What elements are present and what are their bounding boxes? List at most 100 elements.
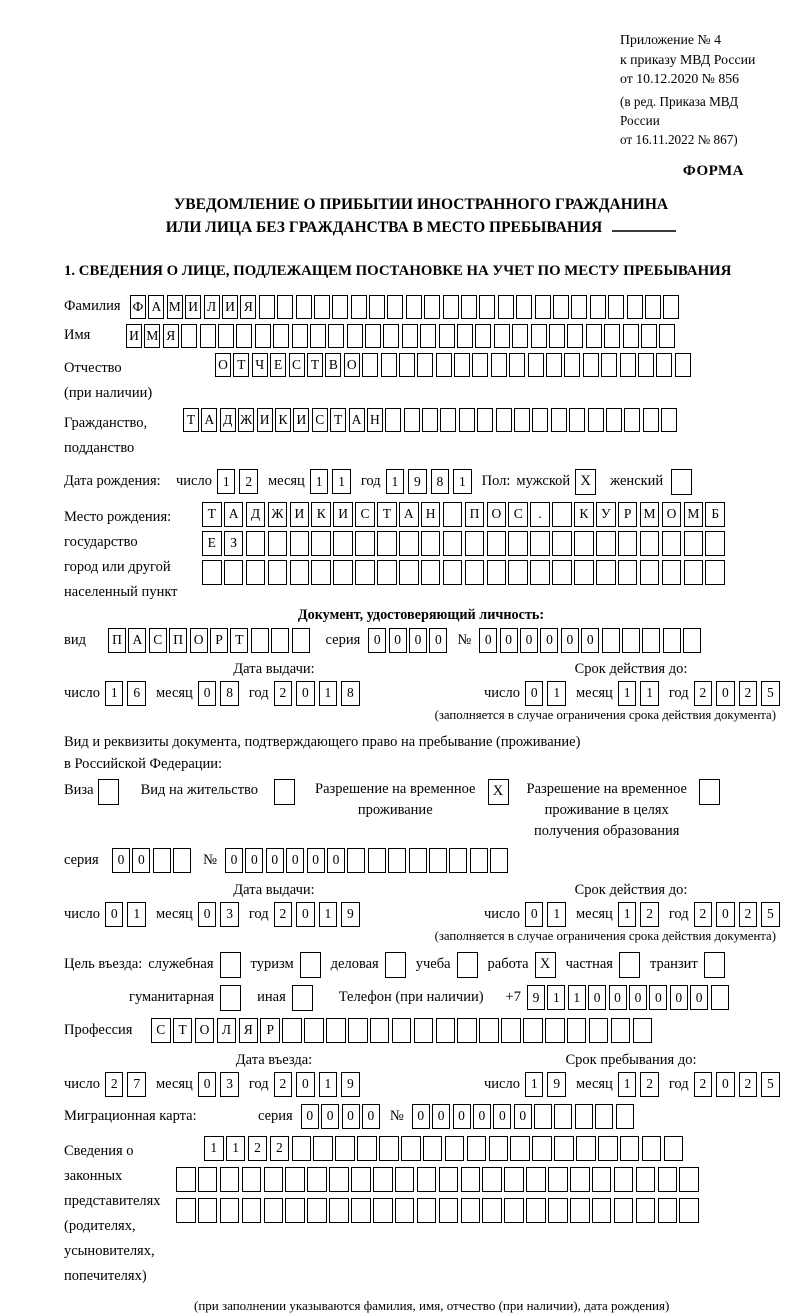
char-cell[interactable] [514,407,531,432]
char-cell[interactable] [464,559,485,585]
char-cell[interactable]: 9 [341,1071,360,1097]
char-cell[interactable] [176,1166,196,1192]
char-cell[interactable] [388,847,407,873]
char-cell[interactable] [460,1197,481,1223]
char-cell[interactable] [285,1197,305,1223]
char-cell[interactable]: 0 [608,985,627,1010]
char-cell[interactable]: Т [230,627,249,653]
char-cell[interactable]: 9 [526,985,545,1010]
char-cell[interactable]: 0 [197,680,217,706]
char-cell[interactable] [241,1166,262,1192]
char-cell[interactable] [408,847,427,873]
char-cell[interactable] [486,559,507,585]
char-cell[interactable]: О [215,352,231,377]
char-cell[interactable] [683,627,702,653]
char-cell[interactable]: С [288,352,305,377]
char-cell[interactable]: 0 [524,680,544,706]
char-cell[interactable]: И [293,407,310,432]
purpose-official-checkbox[interactable] [219,951,241,978]
char-cell[interactable] [355,530,375,556]
char-cell[interactable] [598,1135,618,1161]
char-cell[interactable] [683,530,704,556]
char-cell[interactable]: 0 [409,627,428,653]
char-cell[interactable]: Ж [267,501,288,527]
char-cell[interactable] [271,627,290,653]
char-cell[interactable] [362,352,379,377]
purpose-humanitarian-checkbox[interactable] [220,984,242,1011]
char-cell[interactable] [250,627,269,653]
char-cell[interactable] [512,323,529,348]
char-cell[interactable]: 0 [628,985,647,1010]
char-cell[interactable]: Д [245,501,266,527]
char-cell[interactable]: 0 [368,627,387,653]
char-cell[interactable] [199,323,216,348]
char-cell[interactable]: 0 [197,901,217,927]
char-cell[interactable] [197,1197,218,1223]
char-cell[interactable] [444,1135,465,1161]
char-cell[interactable]: 2 [738,1071,758,1097]
char-cell[interactable]: К [274,407,291,432]
char-cell[interactable] [380,352,397,377]
char-cell[interactable] [490,847,509,873]
char-cell[interactable]: 0 [560,627,579,653]
char-cell[interactable] [348,1017,368,1043]
char-cell[interactable] [289,559,310,585]
char-cell[interactable] [329,1166,349,1192]
char-cell[interactable]: Р [209,627,228,653]
char-cell[interactable]: М [683,501,704,527]
char-cell[interactable] [552,559,572,585]
char-cell[interactable] [574,530,594,556]
char-cell[interactable] [534,294,551,319]
char-cell[interactable] [420,530,441,556]
char-cell[interactable] [510,1135,530,1161]
char-cell[interactable]: Я [240,294,257,319]
char-cell[interactable] [554,1103,573,1129]
char-cell[interactable] [307,1166,327,1192]
char-cell[interactable]: О [194,1017,215,1043]
char-cell[interactable] [422,1135,443,1161]
char-cell[interactable]: 0 [341,1103,360,1129]
char-cell[interactable]: У [596,501,616,527]
char-cell[interactable]: Я [162,323,179,348]
char-cell[interactable]: Т [202,501,222,527]
char-cell[interactable]: С [148,627,167,653]
char-cell[interactable] [617,530,638,556]
char-cell[interactable] [291,627,310,653]
char-cell[interactable] [509,352,526,377]
char-cell[interactable]: П [464,501,485,527]
char-cell[interactable]: 0 [361,1103,380,1129]
char-cell[interactable] [401,1135,421,1161]
char-cell[interactable] [679,1166,699,1192]
char-cell[interactable] [438,323,455,348]
char-cell[interactable] [379,1135,399,1161]
char-cell[interactable] [219,1197,240,1223]
char-cell[interactable] [610,1017,631,1043]
char-cell[interactable] [595,1103,614,1129]
char-cell[interactable] [435,1017,456,1043]
char-cell[interactable] [457,1017,477,1043]
char-cell[interactable]: 2 [738,901,758,927]
char-cell[interactable]: О [189,627,208,653]
char-cell[interactable] [313,294,330,319]
char-cell[interactable]: А [399,501,419,527]
char-cell[interactable]: 0 [432,1103,451,1129]
char-cell[interactable] [679,1197,699,1223]
char-cell[interactable]: 5 [761,1071,780,1097]
char-cell[interactable]: 2 [693,901,713,927]
char-cell[interactable] [548,1197,568,1223]
char-cell[interactable] [475,323,492,348]
char-cell[interactable]: Е [270,352,287,377]
char-cell[interactable] [622,627,640,653]
char-cell[interactable] [472,352,489,377]
char-cell[interactable] [546,352,563,377]
char-cell[interactable] [219,1166,240,1192]
char-cell[interactable] [369,1017,390,1043]
char-cell[interactable]: 0 [132,847,151,873]
char-cell[interactable] [394,1197,415,1223]
char-cell[interactable] [622,323,639,348]
char-cell[interactable]: Е [202,530,222,556]
